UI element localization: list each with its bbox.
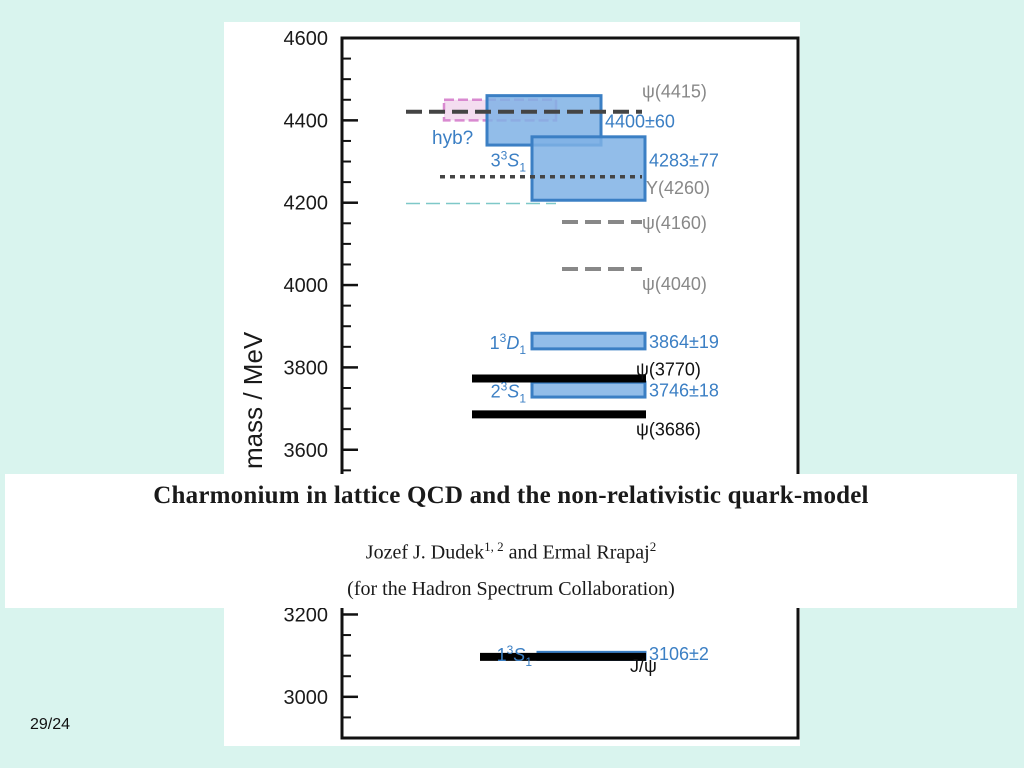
y-tick-label: 3000: [284, 687, 329, 709]
lattice-state-label: 13S1: [497, 643, 533, 669]
y-tick-label: 4000: [284, 275, 329, 297]
slide-page-number: 29/24: [30, 716, 71, 733]
paper-collaboration: (for the Hadron Spectrum Collaboration): [347, 578, 675, 600]
paper-title-banner: Charmonium in lattice QCD and the non-re…: [5, 474, 1017, 608]
charmonium-spectrum-chart: 3000 3200 3600 3800 4000 4200 4400 4600 mass / M…: [238, 28, 800, 740]
lattice-state-label: 33S1: [491, 149, 527, 175]
lattice-value-label: 3746±18: [649, 381, 719, 401]
author-2-affiliation: 2: [649, 539, 657, 554]
y-tick-label: 3800: [284, 357, 329, 379]
lattice-state-label: 23S1: [491, 380, 527, 406]
lattice-value-label: 4400±60: [605, 111, 675, 131]
experimental-level-label: ψ(4160): [642, 213, 707, 233]
y-tick-label: 4600: [284, 28, 329, 50]
hybrid-label: hyb?: [432, 128, 473, 149]
lattice-value-label: 4283±77: [649, 151, 719, 171]
y-tick-label: 4400: [284, 110, 329, 132]
experimental-level-label: ψ(4415): [642, 82, 707, 102]
experimental-level-label: ψ(3770): [636, 360, 701, 380]
experimental-level-label: ψ(3686): [636, 419, 701, 439]
spectrum-figure-panel: 3000 3200 3600 3800 4000 4200 4400 4600 mass / M…: [224, 22, 800, 746]
lattice-state-label: 13D1: [490, 331, 527, 357]
lattice-level-box: [530, 135, 647, 202]
experimental-level-label: J/ψ: [630, 656, 657, 676]
lattice-value-label: 3106±2: [649, 644, 709, 664]
author-1-affiliation: 1, 2: [484, 539, 504, 554]
lattice-level-box: [530, 380, 647, 399]
author-conjunction: and: [503, 541, 543, 564]
author-2: Ermal Rrapaj: [542, 541, 650, 564]
experimental-level-label: Υ(4260): [646, 178, 710, 198]
y-tick-label: 3600: [284, 440, 329, 462]
lattice-level-box: [530, 331, 647, 351]
paper-authors: Jozef J. Dudek1, 2 and Ermal Rrapaj2: [5, 539, 1017, 565]
y-tick-label: 3200: [284, 604, 329, 626]
y-axis-label: mass / MeV: [238, 331, 268, 469]
paper-title: Charmonium in lattice QCD and the non-re…: [153, 482, 869, 509]
lattice-value-label: 3864±19: [649, 332, 719, 352]
y-tick-label: 4200: [284, 193, 329, 215]
author-1: Jozef J. Dudek: [365, 541, 485, 564]
experimental-level-label: ψ(4040): [642, 274, 707, 294]
